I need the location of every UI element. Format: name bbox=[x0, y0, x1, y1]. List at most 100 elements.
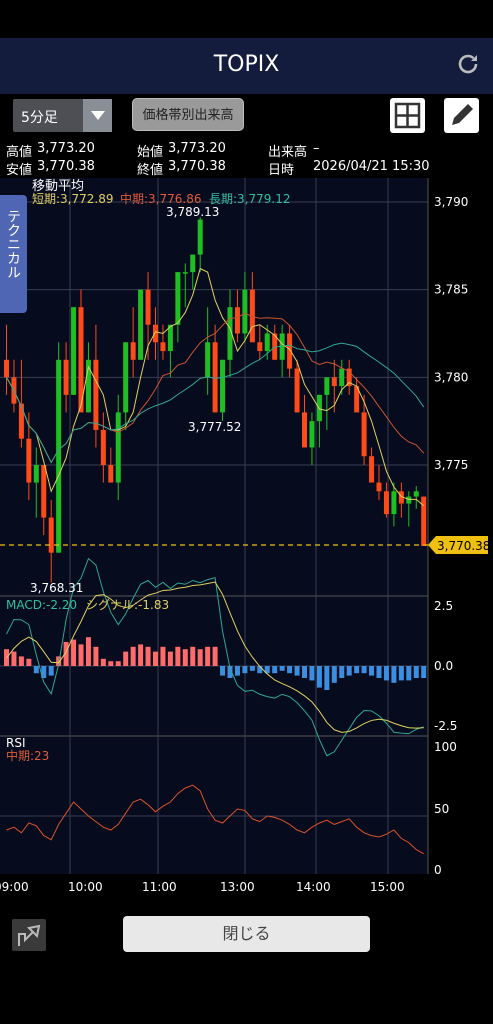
last-price-text: 3,770.38 bbox=[437, 539, 490, 553]
time-tick: 11:00 bbox=[142, 880, 177, 894]
technical-tab[interactable]: テクニカル bbox=[0, 195, 27, 313]
candle bbox=[421, 496, 427, 547]
candle bbox=[4, 359, 9, 378]
candle bbox=[279, 333, 285, 360]
long-ma-line bbox=[6, 342, 425, 464]
mid-annotation: 3,777.52 bbox=[188, 420, 241, 434]
draw-button[interactable] bbox=[444, 98, 479, 133]
macd-bar bbox=[309, 666, 315, 681]
candle bbox=[227, 307, 233, 360]
high-value: 3,773.20 bbox=[37, 141, 95, 156]
long-ma-label: 長期:3,779.12 bbox=[209, 192, 290, 206]
rsi-tick: 0 bbox=[434, 863, 442, 877]
candle bbox=[100, 429, 106, 465]
macd-bar bbox=[413, 666, 419, 678]
macd-bar bbox=[272, 666, 278, 674]
price-tick: 3,785 bbox=[434, 283, 468, 297]
time-tick: 13:00 bbox=[220, 880, 255, 894]
close-value: 3,770.38 bbox=[168, 159, 226, 174]
macd-bar bbox=[100, 658, 106, 666]
candle bbox=[153, 324, 158, 343]
mid-ma-label: 中期:3,776.86 bbox=[120, 191, 201, 206]
macd-bar bbox=[339, 666, 345, 678]
volume-value: – bbox=[313, 141, 320, 156]
rsi-tick: 100 bbox=[434, 740, 457, 754]
macd-bar bbox=[205, 646, 211, 666]
macd-bar bbox=[264, 666, 270, 674]
macd-bar bbox=[48, 666, 54, 676]
back-icon[interactable] bbox=[11, 918, 47, 952]
macd-signal-line bbox=[6, 581, 424, 733]
macd-bar bbox=[294, 666, 300, 676]
candle bbox=[85, 359, 91, 413]
price-chart[interactable]: 3,770.38 移動平均 短期:3,772.89 中期:3,776.86 長期… bbox=[0, 178, 493, 898]
macd-tick: 2.5 bbox=[434, 599, 453, 613]
time-tick: 09:00 bbox=[0, 880, 29, 894]
macd-bar bbox=[33, 666, 39, 674]
candle bbox=[331, 377, 337, 387]
macd-bar bbox=[138, 644, 144, 666]
interval-select[interactable]: 5分足 bbox=[13, 99, 112, 132]
macd-bar bbox=[71, 639, 77, 666]
candle bbox=[18, 403, 24, 439]
macd-signal-label: シグナル:-1.83 bbox=[86, 598, 169, 612]
datetime-value: 2026/04/21 15:30 bbox=[313, 159, 430, 174]
macd-bar bbox=[115, 661, 121, 666]
macd-bar bbox=[279, 666, 285, 671]
candle bbox=[376, 482, 382, 492]
candle bbox=[182, 272, 188, 274]
candle bbox=[339, 368, 345, 387]
candle bbox=[242, 289, 248, 334]
macd-bar bbox=[41, 666, 47, 678]
rsi-title: RSI bbox=[6, 736, 26, 750]
macd-bar bbox=[78, 644, 84, 666]
macd-tick: -2.5 bbox=[434, 719, 457, 733]
macd-bar bbox=[130, 646, 136, 666]
macd-bar bbox=[63, 642, 69, 666]
volume-profile-button[interactable]: 価格帯別出来高 bbox=[132, 98, 244, 131]
macd-bar bbox=[212, 646, 218, 666]
candle bbox=[354, 386, 360, 413]
time-tick: 15:00 bbox=[370, 880, 405, 894]
macd-line bbox=[6, 557, 424, 757]
macd-bar bbox=[160, 646, 166, 666]
macd-bar bbox=[145, 646, 151, 666]
candle bbox=[413, 491, 419, 497]
macd-bar bbox=[249, 666, 255, 671]
macd-bar bbox=[376, 666, 382, 678]
macd-bar bbox=[93, 646, 99, 666]
app-header: TOPIX bbox=[0, 38, 493, 94]
macd-bar bbox=[234, 666, 240, 676]
macd-bar bbox=[108, 661, 114, 666]
time-tick: 10:00 bbox=[68, 880, 103, 894]
macd-bar bbox=[302, 666, 307, 678]
short-ma-label: 短期:3,772.89 bbox=[32, 192, 113, 206]
refresh-icon[interactable] bbox=[456, 52, 480, 76]
last-price-badge: 3,770.38 bbox=[428, 536, 490, 554]
macd-bar bbox=[85, 637, 91, 666]
candle bbox=[138, 289, 144, 360]
rsi-line bbox=[6, 784, 424, 855]
candle bbox=[63, 359, 69, 395]
macd-bar bbox=[354, 666, 360, 674]
candle bbox=[302, 412, 307, 448]
macd-bar bbox=[242, 666, 248, 674]
candle bbox=[33, 465, 39, 483]
close-button[interactable]: 閉じる bbox=[123, 916, 370, 952]
macd-bar bbox=[123, 651, 129, 666]
open-value: 3,773.20 bbox=[168, 141, 226, 156]
candle bbox=[391, 491, 397, 515]
candle bbox=[346, 368, 352, 387]
macd-bar bbox=[406, 666, 412, 681]
macd-bar bbox=[56, 656, 62, 666]
candle bbox=[249, 289, 255, 343]
candle bbox=[383, 491, 389, 515]
layout-button[interactable] bbox=[390, 98, 425, 133]
macd-bar bbox=[324, 666, 330, 690]
low-label: 安値 bbox=[6, 163, 33, 178]
low-value: 3,770.38 bbox=[37, 159, 95, 174]
time-tick: 14:00 bbox=[296, 880, 331, 894]
volume-label: 出来高 bbox=[268, 145, 308, 160]
candle bbox=[190, 254, 196, 273]
candle bbox=[212, 342, 218, 413]
